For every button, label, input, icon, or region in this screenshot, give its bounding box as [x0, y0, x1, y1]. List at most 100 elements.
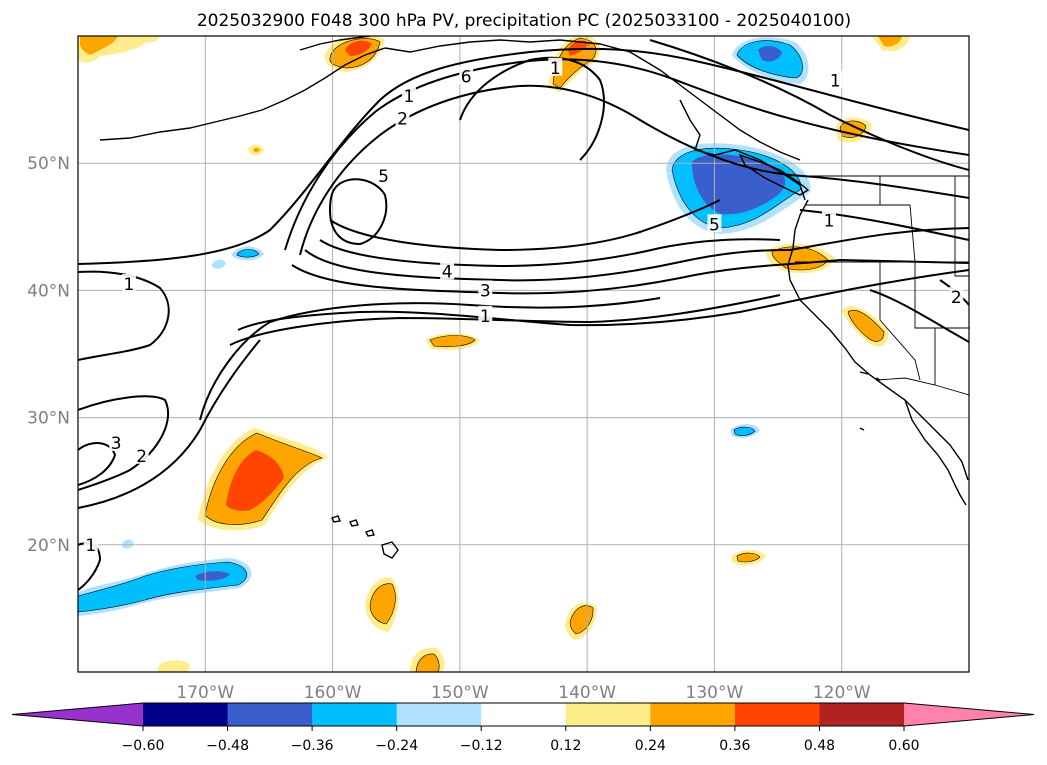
colorbar-tick-label: 0.24 [635, 738, 666, 754]
pv-contour-label: 3 [111, 434, 122, 454]
pv-contour-label: 6 [461, 68, 472, 88]
borders [795, 175, 969, 396]
precip-negative-patch [236, 249, 260, 258]
pv-contour-label-bg [478, 280, 493, 299]
colorbar-tick-label: −0.24 [375, 738, 418, 754]
border-state-nevada-utah [914, 262, 969, 329]
pv-contour [299, 84, 969, 256]
pv-contour-label-bg [395, 108, 410, 127]
colorbar: −0.60 −0.48 −0.36 −0.24 −0.12 0.12 0.24 0.36 0.4… [11, 702, 1035, 754]
colorbar-tick-label: −0.60 [122, 738, 165, 754]
pv-contour-label-bg [707, 214, 722, 233]
precip-positive-patch [226, 450, 284, 511]
coastline-alaska-south [384, 39, 801, 161]
axis-labels: 170°W 160°W 150°W 140°W 130°W 120°W 20°N 30°N 40… [27, 154, 871, 703]
pv-contour-label: 2 [397, 110, 408, 130]
pv-contour-label-bg [548, 57, 563, 76]
pv-contour [328, 178, 388, 246]
precip-positive-patch [345, 40, 372, 56]
coastline-vancouver-island [738, 153, 810, 196]
pv-contour-label: 1 [830, 72, 841, 92]
precip-positive-patch [429, 335, 476, 348]
graticule [78, 36, 969, 672]
longitude-tick-label: 170°W [176, 683, 234, 703]
colorbar-segment [312, 703, 398, 726]
latitude-tick-label: 30°N [27, 409, 70, 429]
pv-contour [78, 47, 969, 265]
border-us-mexico [877, 377, 969, 396]
pv-contour-label: 3 [480, 281, 491, 301]
border-state-wyoming [954, 228, 969, 277]
pv-contour-label-bg [83, 534, 98, 553]
pv-contour-label: 1 [85, 536, 96, 556]
colorbar-segment [481, 703, 567, 726]
pv-contour [78, 442, 117, 486]
pv-contour [291, 258, 969, 295]
pv-contour-label: 1 [824, 211, 835, 231]
island-channel [859, 371, 881, 381]
colorbar-segment [650, 703, 736, 726]
pv-contour-label: 1 [550, 59, 561, 79]
precip-positive-patch [158, 660, 190, 672]
border-state-idaho [879, 176, 916, 263]
pv-contour [789, 227, 969, 251]
pv-contour-label-bg [376, 165, 391, 184]
pv-contour [78, 339, 261, 509]
pv-contour [284, 58, 969, 251]
longitude-tick-label: 120°W [813, 683, 871, 703]
colorbar-segment [734, 703, 820, 726]
colorbar-extend-max [904, 703, 1034, 726]
precip-negative-patch [195, 571, 230, 581]
pv-contour [304, 249, 791, 282]
latitude-tick-label: 50°N [27, 154, 70, 174]
island-kauai [331, 515, 341, 523]
pv-contour [459, 56, 605, 161]
colorbar-tick-label: −0.48 [206, 738, 249, 754]
pv-contour-label-bg [949, 286, 964, 305]
colorbar-tick-label: 0.12 [550, 738, 581, 754]
precip-positive-patch [415, 653, 440, 672]
colorbar-segment [227, 703, 313, 726]
pv-contour-label-bg [478, 305, 493, 324]
colorbar-tick-label: −0.36 [291, 738, 334, 754]
precip-negative-patch [122, 539, 134, 549]
colorbar-extend-min [12, 703, 143, 726]
precip-negative-patch [733, 426, 756, 436]
coastline-bering [299, 36, 371, 51]
longitude-tick-label: 150°W [431, 683, 489, 703]
pv-contour-label: 5 [378, 167, 389, 187]
precip-positive-patch [135, 36, 160, 43]
figure-title: 2025032900 F048 300 hPa PV, precipitatio… [197, 11, 851, 31]
pv-contour [78, 270, 170, 361]
pv-contour-label: 5 [709, 215, 720, 235]
longitude-tick-label: 140°W [558, 683, 616, 703]
longitude-tick-label: 160°W [304, 683, 362, 703]
pv-contour-label: 2 [951, 288, 962, 308]
pv-contour-label: 4 [442, 262, 453, 282]
coastline-bc-islands [679, 99, 806, 201]
precip-positive-patch [878, 36, 902, 47]
pv-contour [78, 395, 170, 491]
coastline-us-west [787, 199, 969, 481]
colorbar-tick-label: 0.60 [888, 738, 919, 754]
coastlines [99, 36, 969, 506]
pv-contour [329, 199, 721, 252]
pv-contour-label-bg [459, 66, 474, 85]
coastline-alaska-peninsula [99, 47, 386, 141]
pv-contour-label-bg [828, 70, 843, 89]
map-frame [77, 35, 970, 673]
pv-contours [78, 39, 969, 591]
island-maui [365, 529, 375, 537]
pv-contour-label: 1 [404, 87, 415, 107]
pv-contour-label: 2 [136, 447, 147, 467]
pv-contour [199, 297, 661, 421]
pv-contour [799, 209, 969, 241]
pv-contour-label-bg [401, 85, 416, 104]
pv-contour [319, 238, 781, 268]
colorbar-segment [396, 703, 482, 726]
islands [331, 371, 881, 559]
pv-contour [237, 269, 969, 331]
